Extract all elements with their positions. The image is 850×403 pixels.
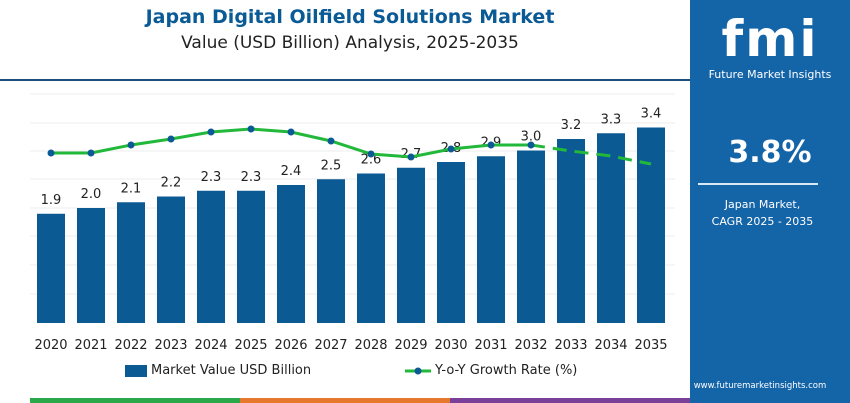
legend-bar: Market Value USD Billion [125, 363, 311, 378]
growth-point [207, 128, 215, 136]
legend-line-label: Y-o-Y Growth Rate (%) [435, 363, 578, 378]
growth-point [327, 137, 335, 145]
sidebar: fmi Future Market Insights 3.8% Japan Ma… [690, 0, 850, 403]
chart: 1.9 2020 2.0 2021 2.1 2022 2.2 2023 2.3 2024 2.3 20… [0, 79, 690, 403]
growth-point [87, 149, 95, 157]
footer-stripe [450, 398, 690, 403]
chart-subtitle: Value (USD Billion) Analysis, 2025-2035 [181, 33, 519, 53]
chart-title: Japan Digital Oilfield Solutions Market [145, 6, 555, 28]
website-url[interactable]: www.futuremarketinsights.com [693, 381, 827, 391]
bar-2028 [357, 173, 385, 323]
x-tick-label: 2029 [394, 338, 427, 353]
bar-2032 [517, 150, 545, 323]
x-tick-label: 2035 [634, 338, 667, 353]
x-tick-label: 2020 [34, 338, 67, 353]
bar-2025 [237, 190, 265, 323]
data-label: 2.3 [241, 170, 262, 185]
x-tick-label: 2024 [194, 338, 227, 353]
data-label: 2.1 [121, 181, 142, 196]
legend-bar-label: Market Value USD Billion [151, 363, 312, 378]
data-label: 1.9 [41, 193, 62, 208]
growth-point [367, 150, 375, 158]
bar-2031 [477, 156, 505, 323]
data-label: 2.2 [161, 176, 182, 191]
bar-2030 [437, 162, 465, 323]
legend-bar-swatch [125, 364, 147, 377]
x-tick-label: 2028 [354, 338, 387, 353]
growth-point [527, 141, 535, 149]
bar-2020 [37, 213, 65, 323]
data-label: 2.4 [281, 164, 302, 179]
data-label: 2.6 [361, 153, 382, 168]
divider [698, 183, 818, 185]
logo-subtitle: Future Market Insights [708, 68, 832, 81]
growth-point [407, 153, 415, 161]
x-tick-label: 2033 [554, 338, 587, 353]
bar-2022 [117, 202, 145, 323]
legend-line-swatch [405, 367, 431, 374]
data-label: 2.5 [321, 158, 342, 173]
bar-2029 [397, 167, 425, 323]
footer-stripe [240, 398, 450, 403]
x-tick-label: 2031 [474, 338, 507, 353]
growth-point [487, 141, 495, 149]
x-tick-label: 2025 [234, 338, 267, 353]
cagr-label-line2: CAGR 2025 - 2035 [711, 215, 814, 228]
x-tick-label: 2034 [594, 338, 627, 353]
growth-line-forecast [530, 143, 652, 166]
data-label: 3.3 [601, 112, 622, 127]
x-tick-label: 2032 [514, 338, 547, 353]
growth-point [447, 145, 455, 153]
data-label: 3.2 [561, 118, 582, 133]
data-label: 2.0 [81, 187, 102, 202]
bar-2023 [157, 196, 185, 323]
data-label: 3.0 [521, 130, 542, 145]
x-tick-label: 2027 [314, 338, 347, 353]
bar-2026 [277, 185, 305, 323]
footer-stripe [30, 398, 240, 403]
bar-2034 [597, 133, 625, 323]
x-tick-label: 2030 [434, 338, 467, 353]
bar-2035 [637, 127, 665, 323]
bar-2021 [77, 208, 105, 323]
growth-point [287, 128, 295, 136]
x-tick-label: 2021 [74, 338, 107, 353]
growth-point [167, 135, 175, 143]
x-tick-label: 2023 [154, 338, 187, 353]
fmi-logo: fmi [721, 10, 819, 68]
legend-line: Y-o-Y Growth Rate (%) [405, 363, 577, 378]
cagr-value: 3.8% [728, 135, 812, 170]
growth-point [127, 141, 135, 149]
data-label: 2.3 [201, 170, 222, 185]
cagr-label-line1: Japan Market, [724, 198, 801, 211]
growth-point [247, 125, 255, 133]
bar-2024 [197, 190, 225, 323]
bar-2033 [557, 139, 585, 323]
data-label: 3.4 [641, 107, 662, 122]
growth-point [47, 149, 55, 157]
x-tick-label: 2022 [114, 338, 147, 353]
cagr-label: Japan Market, CAGR 2025 - 2035 [690, 196, 835, 230]
x-tick-label: 2026 [274, 338, 307, 353]
bar-2027 [317, 179, 345, 323]
